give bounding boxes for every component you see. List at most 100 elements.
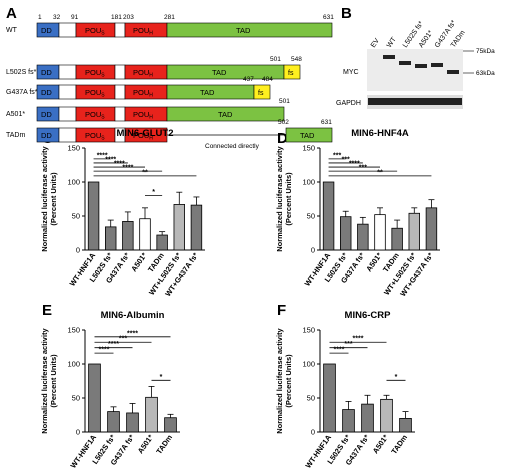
lane-label: A501* bbox=[418, 29, 435, 49]
x-tick-label: A501* bbox=[371, 433, 390, 455]
fs-label: fs bbox=[258, 90, 264, 97]
linker bbox=[114, 84, 126, 100]
linker bbox=[58, 84, 77, 100]
band bbox=[399, 61, 411, 65]
chart-title: MIN6-CRP bbox=[345, 310, 392, 321]
significance-label: **** bbox=[349, 161, 360, 168]
pos-label-203: 203 bbox=[123, 14, 134, 21]
bar bbox=[361, 403, 374, 433]
bar bbox=[139, 218, 151, 251]
significance-label: *** bbox=[344, 341, 352, 348]
pos-label-181: 181 bbox=[111, 14, 122, 21]
bar bbox=[87, 181, 100, 251]
significance-label: **** bbox=[122, 165, 133, 172]
pous-label: POUS bbox=[85, 68, 105, 79]
pos-label-281: 281 bbox=[164, 14, 175, 21]
construct-name-a501: A501* bbox=[6, 111, 25, 118]
construct-name-wt: WT bbox=[6, 27, 18, 34]
y-axis-label: (Percent Units) bbox=[49, 172, 58, 226]
x-tick-label: A501* bbox=[136, 433, 155, 455]
y-tick-label: 50 bbox=[72, 394, 80, 403]
tad-label: TAD bbox=[218, 110, 233, 119]
tad-label: TAD bbox=[236, 26, 251, 35]
significance-label: **** bbox=[353, 336, 364, 343]
chart-crp: MIN6-CRP Normalized luciferase activity (P… bbox=[275, 310, 415, 470]
blot-row-label-gapdh: GAPDH bbox=[336, 100, 361, 107]
x-tick-label: A501* bbox=[129, 251, 148, 273]
y-tick-label: 0 bbox=[76, 246, 80, 255]
significance-label: **** bbox=[97, 152, 108, 159]
panel-letter-e: E bbox=[42, 302, 52, 319]
linker bbox=[114, 64, 126, 80]
chart-title: MIN6-GLUT2 bbox=[117, 128, 174, 139]
bar bbox=[380, 398, 393, 433]
pous-label: POUS bbox=[85, 131, 105, 142]
y-tick-label: 100 bbox=[67, 360, 80, 369]
y-axis-label: Normalized luciferase activity bbox=[275, 145, 284, 251]
significance-label: **** bbox=[108, 341, 119, 348]
pos-label-484: 484 bbox=[262, 76, 273, 83]
tad-domain bbox=[166, 106, 285, 122]
significance-label: **** bbox=[334, 347, 345, 354]
significance-label: **** bbox=[99, 347, 110, 354]
y-tick-label: 50 bbox=[307, 212, 315, 221]
y-tick-label: 150 bbox=[302, 326, 315, 335]
dd-label: DD bbox=[41, 131, 52, 140]
pouh-label: POUH bbox=[133, 88, 153, 99]
pos-label-631: 631 bbox=[321, 119, 332, 126]
significance-label: **** bbox=[105, 156, 116, 163]
bar bbox=[190, 204, 203, 251]
pos-label-437: 437 bbox=[243, 76, 254, 83]
bar bbox=[374, 214, 386, 251]
linker bbox=[58, 64, 77, 80]
pos-label-501: 501 bbox=[270, 56, 281, 63]
y-tick-label: 100 bbox=[302, 178, 315, 187]
bar bbox=[105, 226, 117, 251]
pos-label-91: 91 bbox=[71, 14, 79, 21]
construct-name-g437a: G437A fs* bbox=[6, 89, 38, 96]
marker-label-75kda: 75kDa bbox=[476, 48, 495, 55]
pouh-label: POUH bbox=[133, 110, 153, 121]
y-tick-label: 100 bbox=[67, 178, 80, 187]
pouh-label: POUH bbox=[133, 26, 153, 37]
bar bbox=[342, 409, 355, 433]
chart-title: MIN6-Albumin bbox=[101, 310, 165, 321]
bar bbox=[126, 412, 139, 433]
linker bbox=[114, 106, 126, 122]
bar bbox=[88, 363, 101, 433]
bar bbox=[408, 212, 421, 251]
tad-label: TAD bbox=[200, 88, 215, 97]
y-axis-label: Normalized luciferase activity bbox=[275, 327, 284, 433]
panel-letter-d: D bbox=[277, 130, 288, 147]
significance-label: *** bbox=[359, 165, 367, 172]
x-tick-label: TADm bbox=[389, 433, 409, 456]
fs-region bbox=[283, 64, 301, 80]
panel-a-diagram: WT 1 32 91 181 203 281 631 DD POUS POUH … bbox=[6, 14, 334, 150]
x-tick-label: TADm bbox=[154, 433, 174, 456]
pos-label-501: 501 bbox=[279, 98, 290, 105]
band bbox=[447, 70, 459, 74]
bar bbox=[357, 223, 369, 251]
connected-note: Connected directly bbox=[205, 143, 260, 150]
fs-region bbox=[253, 84, 271, 100]
marker-label-63kda: 63kDa bbox=[476, 70, 495, 77]
band bbox=[383, 55, 395, 59]
significance-label: * bbox=[160, 374, 163, 381]
y-tick-label: 100 bbox=[302, 360, 315, 369]
bar bbox=[391, 227, 403, 251]
significance-label: * bbox=[395, 374, 398, 381]
significance-label: **** bbox=[114, 161, 125, 168]
dd-label: DD bbox=[41, 68, 52, 77]
band bbox=[415, 64, 427, 68]
y-axis-label: (Percent Units) bbox=[284, 354, 293, 408]
y-tick-label: 0 bbox=[311, 246, 315, 255]
pous-label: POUS bbox=[85, 26, 105, 37]
chart-hnf4a: MIN6-HNF4A Normalized luciferase activity… bbox=[275, 128, 440, 298]
tad-label: TAD bbox=[300, 131, 315, 140]
linker bbox=[58, 127, 77, 143]
chart-title: MIN6-HNF4A bbox=[351, 128, 409, 139]
pos-label-1: 1 bbox=[38, 14, 42, 21]
pos-label-631: 631 bbox=[323, 14, 334, 21]
panel-letter-a: A bbox=[6, 5, 17, 22]
bar bbox=[323, 363, 336, 433]
